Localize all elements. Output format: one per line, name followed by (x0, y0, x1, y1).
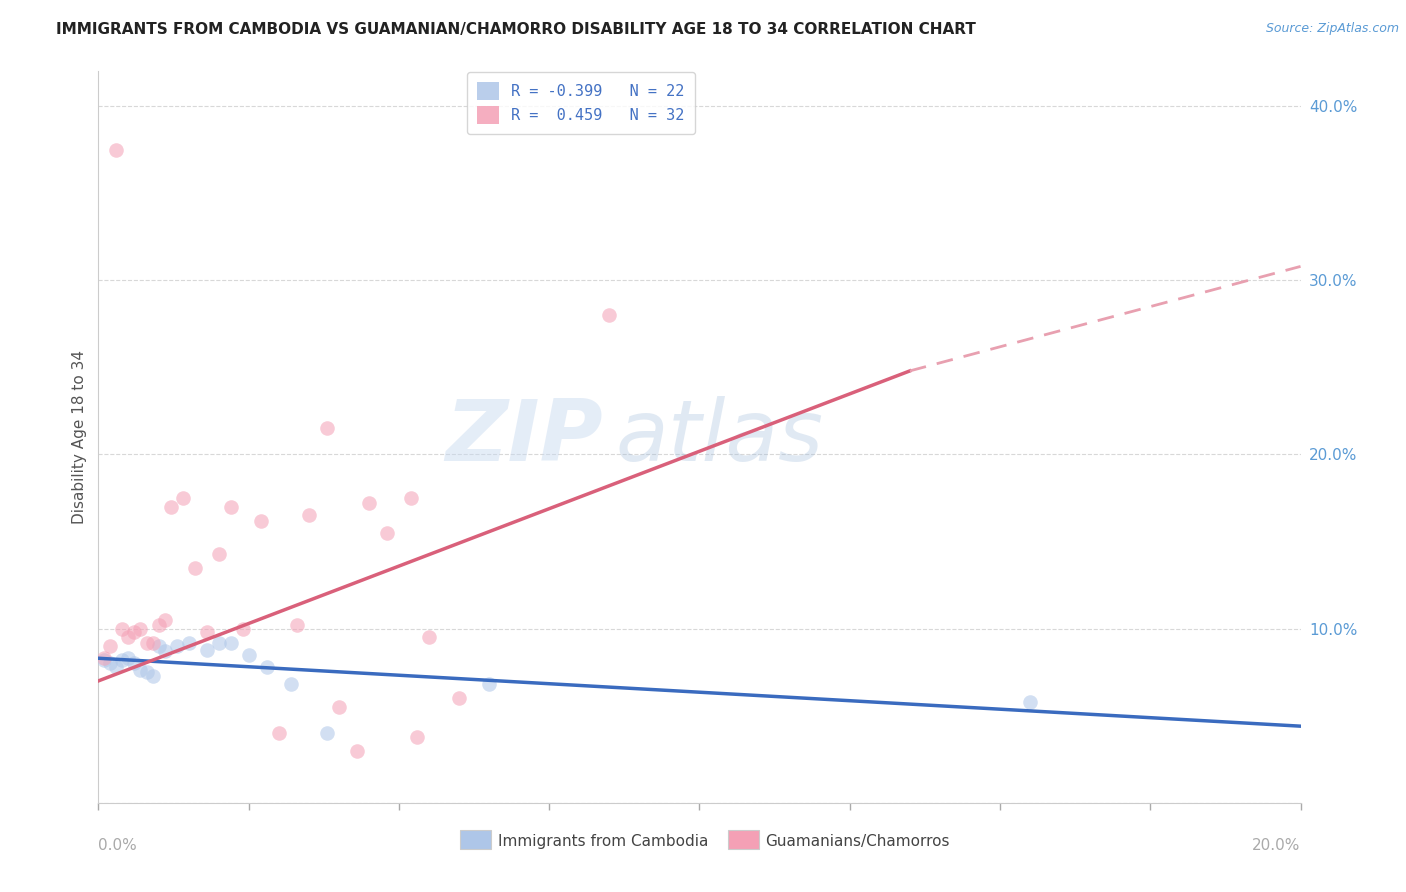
Point (105, 143, 128, 157)
Point (208, 635, 231, 649)
Point (117, 651, 139, 665)
Point (141, 668, 163, 682)
Point (124, 625, 146, 640)
Point (447, 691, 470, 706)
Point (129, 664, 152, 678)
Point (166, 639, 188, 653)
Point (111, 653, 134, 667)
Text: Guamanians/Chamorros: Guamanians/Chamorros (766, 834, 950, 848)
Point (135, 665, 157, 680)
Point (256, 660, 278, 674)
Point (135, 635, 157, 649)
Point (148, 639, 170, 653)
Point (93, 651, 115, 665)
Point (406, 730, 429, 744)
Point (172, 491, 194, 505)
Text: IMMIGRANTS FROM CAMBODIA VS GUAMANIAN/CHAMORRO DISABILITY AGE 18 TO 34 CORRELATI: IMMIGRANTS FROM CAMBODIA VS GUAMANIAN/CH… (56, 22, 976, 37)
Point (129, 622, 152, 636)
Point (124, 657, 146, 671)
Point (100, 639, 122, 653)
Point (183, 560, 205, 574)
Text: Immigrants from Cambodia: Immigrants from Cambodia (499, 834, 709, 848)
Point (141, 635, 163, 649)
Point (285, 618, 308, 632)
Point (232, 622, 254, 636)
Point (148, 618, 170, 632)
Point (111, 622, 134, 636)
Point (177, 635, 200, 649)
Point (267, 726, 290, 740)
Point (195, 625, 218, 640)
Text: 0.0%: 0.0% (98, 838, 138, 854)
Point (346, 743, 368, 757)
Point (249, 514, 271, 528)
Point (208, 547, 231, 561)
Text: 20.0%: 20.0% (1253, 838, 1301, 854)
Point (280, 677, 302, 691)
Point (399, 491, 422, 505)
Point (478, 677, 501, 691)
Point (100, 657, 122, 671)
Text: ZIP: ZIP (446, 395, 603, 479)
Point (153, 613, 176, 627)
Point (219, 635, 242, 649)
Point (315, 726, 337, 740)
Point (93, 653, 115, 667)
Point (375, 525, 398, 540)
Text: Source: ZipAtlas.com: Source: ZipAtlas.com (1265, 22, 1399, 36)
Point (357, 496, 380, 510)
Point (238, 648, 260, 662)
Point (195, 642, 218, 657)
Point (598, 308, 620, 322)
Point (328, 700, 350, 714)
Point (298, 508, 321, 523)
Y-axis label: Disability Age 18 to 34: Disability Age 18 to 34 (72, 350, 87, 524)
Point (117, 631, 139, 645)
Point (418, 631, 440, 645)
Legend: R = -0.399   N = 22, R =  0.459   N = 32: R = -0.399 N = 22, R = 0.459 N = 32 (467, 71, 695, 135)
Point (219, 500, 242, 514)
Point (105, 660, 128, 674)
Text: atlas: atlas (616, 395, 824, 479)
Point (153, 644, 176, 658)
Point (315, 421, 337, 435)
Point (159, 500, 181, 514)
Point (1019, 695, 1042, 709)
